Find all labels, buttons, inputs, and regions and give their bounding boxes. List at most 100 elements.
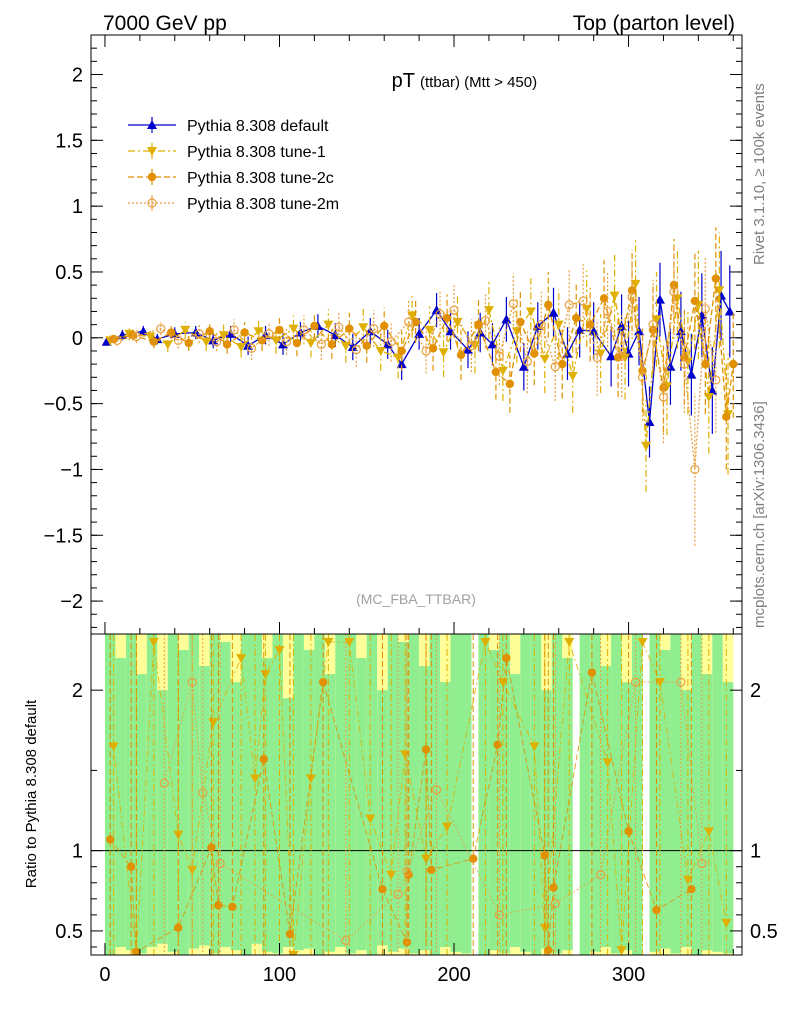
data-point	[316, 339, 326, 349]
data-point	[414, 328, 425, 338]
data-point	[462, 344, 473, 354]
inner-band	[649, 634, 660, 952]
data-point	[212, 337, 222, 347]
data-point	[194, 329, 204, 339]
data-point	[558, 359, 567, 369]
analysis-watermark: (MC_FBA_TTBAR)	[356, 591, 476, 607]
inner-band	[712, 634, 723, 952]
ratio-x-tick-label: 200	[437, 964, 470, 986]
ratio-x-tick-label: 300	[612, 964, 645, 986]
data-point	[592, 352, 602, 363]
data-point	[310, 321, 319, 331]
series-open-circle	[112, 244, 721, 546]
data-point	[397, 346, 406, 356]
ratio-series-line	[163, 681, 703, 942]
ratio-point	[502, 653, 511, 663]
ratio-point	[431, 785, 442, 795]
ratio-point	[378, 884, 387, 894]
data-point	[571, 313, 581, 323]
data-point	[501, 314, 512, 324]
data-point	[474, 320, 483, 329]
inner-band	[115, 658, 126, 947]
data-point	[358, 323, 369, 333]
inner-band	[345, 634, 357, 954]
data-point	[658, 392, 669, 402]
data-point	[679, 359, 690, 369]
ratio-point	[494, 910, 505, 920]
data-point	[522, 356, 532, 367]
data-point	[345, 324, 354, 333]
data-point	[616, 351, 627, 361]
inner-band	[530, 634, 542, 955]
legend-entry: Pythia 8.308 default	[128, 117, 329, 135]
data-point	[404, 317, 414, 327]
data-point	[305, 339, 316, 349]
inner-band	[691, 634, 702, 955]
data-point	[362, 341, 371, 350]
inner-band	[136, 674, 147, 954]
inner-band	[670, 634, 681, 954]
data-point	[264, 329, 274, 339]
data-point	[288, 324, 299, 334]
inner-band	[408, 634, 420, 954]
data-point	[536, 320, 546, 330]
data-point	[508, 298, 518, 309]
data-point	[497, 366, 508, 376]
ratio-x-ticks: 0 100 200 300	[99, 943, 734, 986]
data-point	[550, 362, 560, 372]
rivet-version-label: Rivet 3.1.10, ≥ 100k events	[751, 83, 768, 265]
data-point	[729, 359, 738, 369]
inner-band	[659, 650, 671, 949]
main-y-tick-label: 1	[72, 196, 83, 218]
inner-band	[611, 634, 622, 954]
data-point	[603, 306, 613, 317]
data-point	[167, 328, 176, 337]
data-point	[347, 342, 358, 352]
legend-entry: Pythia 8.308 tune-1	[128, 143, 326, 161]
data-point	[431, 305, 442, 315]
data-point	[452, 317, 463, 327]
inner-band	[551, 634, 563, 954]
data-point	[225, 328, 236, 338]
data-point	[386, 337, 396, 347]
inner-band	[272, 634, 283, 954]
inner-band	[632, 634, 643, 955]
data-point	[246, 343, 257, 353]
legend-label: Pythia 8.308 tune-2m	[187, 196, 339, 213]
data-point	[487, 339, 498, 349]
ratio-point	[250, 774, 261, 784]
data-point	[435, 309, 445, 319]
inner-band	[488, 650, 500, 951]
data-point	[327, 340, 337, 349]
inner-band	[366, 634, 378, 955]
ratio-point	[550, 899, 560, 909]
data-point	[707, 385, 718, 395]
data-point	[275, 325, 284, 335]
ratio-uncertainty-bands	[104, 634, 734, 955]
data-point	[525, 307, 536, 317]
ratio-point	[596, 870, 606, 880]
data-point	[424, 325, 435, 335]
ratio-point	[421, 745, 431, 754]
data-point	[466, 341, 477, 351]
inner-band	[461, 634, 472, 954]
data-point	[564, 300, 574, 310]
data-point	[411, 317, 420, 327]
data-point	[641, 441, 652, 451]
main-y-tick-label: −1	[60, 459, 83, 481]
data-point	[131, 331, 141, 342]
inner-band	[722, 682, 734, 954]
ratio-plot-frame	[90, 633, 743, 956]
mcplots-reference-label: mcplots.cern.ch [arXiv:1306.3436]	[751, 401, 768, 628]
ratio-plot: 0.5 0.5 1 1 2 2 0 100 200 300 Ratio to Pythia 8.…	[23, 633, 778, 986]
data-point	[173, 335, 183, 346]
data-point	[180, 325, 191, 335]
header-left: 7000 GeV pp	[103, 12, 227, 35]
main-y-ticks: −2 −1.5 −1 −0.5 0 0.5 1 1.5 2	[44, 47, 742, 628]
data-point	[222, 340, 232, 349]
inner-band	[199, 666, 210, 946]
data-point	[648, 320, 658, 330]
data-point	[351, 345, 361, 355]
inner-band	[293, 634, 304, 951]
ratio-y-ticks: 0.5 0.5 1 1 2 2	[55, 680, 778, 948]
